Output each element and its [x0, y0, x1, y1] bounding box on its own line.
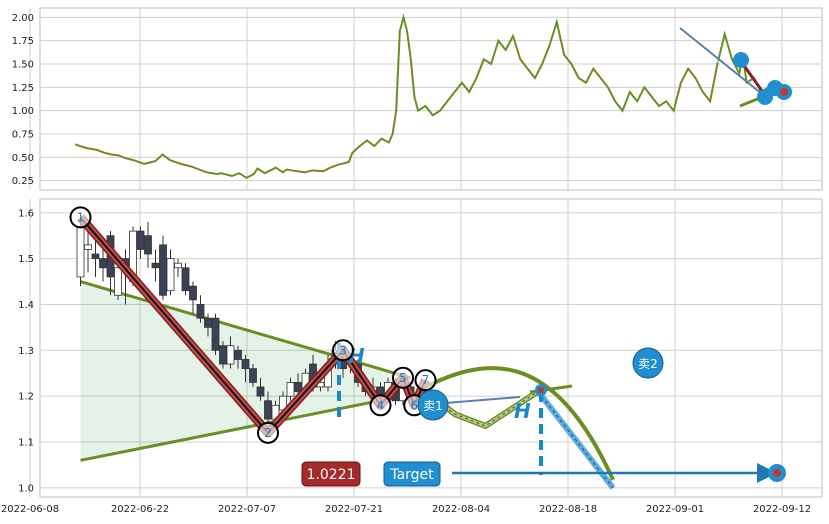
candle-body — [144, 235, 152, 255]
top-panel-frame — [39, 7, 823, 191]
top-grid — [29, 8, 822, 190]
sell1-marker — [417, 389, 449, 421]
candle-body — [91, 253, 100, 259]
x-tick-label: 2022-06-08 — [1, 504, 59, 515]
sell2-marker — [632, 347, 664, 379]
bottom-panel: 1.01.11.21.31.41.51.6 2022-06-08 2022-06-… — [1, 198, 823, 515]
candle-body — [181, 267, 190, 292]
bottom-panel-frame — [39, 198, 823, 498]
candle-body — [234, 349, 242, 360]
x-tick-label: 2022-09-01 — [646, 504, 704, 515]
candle-body — [286, 381, 295, 397]
candle-body — [159, 244, 167, 296]
candle-body — [264, 400, 272, 420]
top-panel: 0.25 0.50 0.75 1.00 1.25 1.50 1.75 2.00 — [12, 7, 823, 191]
candle-body — [76, 226, 85, 278]
price-box — [301, 461, 361, 487]
sell2-label: 卖2 — [638, 357, 658, 371]
candle-body — [84, 244, 92, 250]
top-arrow-shaft — [679, 27, 763, 95]
wave-point-number: 1 — [77, 210, 85, 224]
top-y-tick-label: 1.25 — [12, 83, 34, 94]
wave-point-circle — [257, 421, 279, 444]
candle-body — [241, 359, 250, 370]
wave-point-number: 7 — [422, 373, 430, 387]
top-corner-markers — [679, 27, 792, 108]
wave-point-number: 2 — [264, 426, 272, 440]
x-tick-label: 2022-08-04 — [432, 504, 490, 515]
wave-point-number: 4 — [377, 398, 385, 412]
top-y-tick-label: 0.50 — [12, 153, 34, 164]
candle-body — [204, 317, 212, 328]
top-y-tick-labels: 0.25 0.50 0.75 1.00 1.25 1.50 1.75 2.00 — [12, 13, 34, 187]
x-tick-label: 2022-09-12 — [753, 504, 811, 515]
candle-body — [151, 262, 160, 269]
wave-point-number: 6 — [410, 398, 418, 412]
wave-point-circle — [392, 366, 414, 389]
candle-body — [256, 386, 265, 397]
candle-body — [226, 345, 235, 365]
price-box-label: 1.0221 — [307, 467, 356, 483]
candle-body — [99, 258, 107, 269]
top-dot-1 — [733, 52, 749, 68]
h-label-2: H — [514, 399, 531, 423]
bottom-y-tick-labels: 1.0 1.1 1.2 1.3 1.4 1.5 1.6 — [18, 208, 34, 494]
candle-body — [294, 381, 302, 392]
candle-body — [249, 368, 257, 383]
candle-body — [166, 258, 175, 292]
top-price-line — [74, 13, 785, 180]
bottom-y-tick-label: 1.0 — [18, 483, 34, 494]
bottom-y-tick-label: 1.3 — [18, 346, 34, 357]
target-box — [383, 461, 441, 487]
candle-body — [136, 230, 145, 250]
wave-point-circle — [369, 394, 392, 417]
wave-point-circle — [414, 369, 437, 392]
top-y-tick-label: 1.50 — [12, 60, 34, 71]
top-arrow-inner — [681, 31, 761, 97]
lower-trendline — [80, 390, 426, 462]
target-endpoint-center — [773, 469, 781, 477]
bottom-y-tick-label: 1.5 — [18, 254, 34, 265]
candle-body — [196, 304, 205, 319]
wave-point-number: 3 — [339, 343, 347, 357]
x-date-tick-labels: 2022-06-08 2022-06-22 2022-07-07 2022-07-21… — [1, 504, 811, 515]
top-y-tick-label: 1.75 — [12, 36, 34, 47]
candle-body — [114, 267, 122, 296]
bottom-y-tick-label: 1.6 — [18, 208, 34, 219]
x-tick-label: 2022-08-18 — [539, 504, 597, 515]
wave-point-circle — [332, 339, 354, 362]
bottom-y-tick-label: 1.1 — [18, 437, 34, 448]
candle-body — [219, 345, 227, 365]
projection-arc — [424, 366, 615, 481]
top-y-tick-label: 0.25 — [12, 176, 34, 187]
x-tick-label: 2022-07-07 — [218, 504, 276, 515]
bottom-y-tick-label: 1.4 — [18, 300, 34, 311]
top-y-tick-label: 0.75 — [12, 130, 34, 141]
bottom-y-tick-label: 1.2 — [18, 392, 34, 403]
sell1-label: 卖1 — [423, 399, 443, 413]
top-dot-target — [780, 88, 788, 96]
projection-blue-leg-dash — [537, 391, 614, 489]
x-tick-label: 2022-07-21 — [325, 504, 383, 515]
point-7-dot-center — [538, 387, 544, 393]
target-box-label: Target — [389, 467, 434, 483]
candle-body — [189, 285, 197, 301]
top-y-tick-label: 1.00 — [12, 106, 34, 117]
x-tick-label: 2022-06-22 — [111, 504, 169, 515]
candle-body — [211, 317, 220, 351]
candle-body — [174, 262, 182, 269]
wave-point-circle — [69, 206, 92, 229]
wave-point-number: 5 — [399, 371, 407, 385]
top-y-tick-label: 2.00 — [12, 13, 34, 24]
